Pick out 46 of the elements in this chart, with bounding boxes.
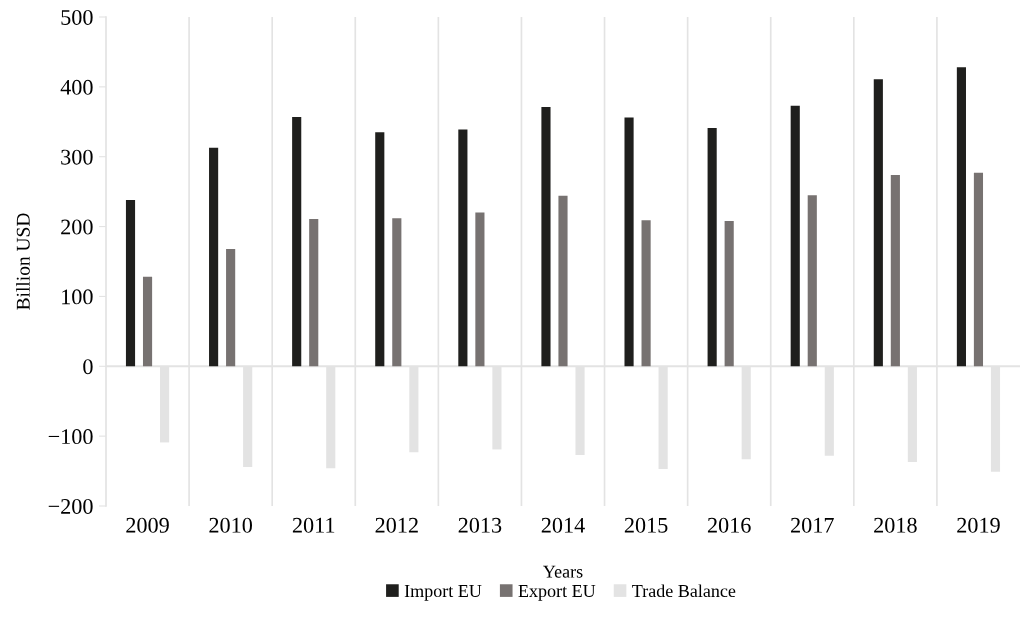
bar bbox=[392, 218, 402, 367]
x-tick-label: 2012 bbox=[375, 517, 418, 533]
bar bbox=[292, 116, 302, 367]
bar bbox=[873, 79, 883, 367]
bar bbox=[707, 128, 717, 367]
bar bbox=[475, 212, 485, 367]
bar bbox=[209, 147, 219, 367]
legend-label: Import EU bbox=[404, 585, 482, 601]
bar bbox=[790, 105, 800, 367]
x-tick-label: 2009 bbox=[126, 517, 169, 533]
x-tick-label: 2013 bbox=[458, 517, 502, 533]
y-tick-label: 400 bbox=[60, 79, 93, 95]
bar bbox=[541, 107, 551, 367]
x-tick-label: 2014 bbox=[541, 517, 585, 533]
bar bbox=[807, 195, 817, 367]
x-tick-label: 2011 bbox=[292, 517, 335, 533]
x-tick-label: 2016 bbox=[707, 517, 751, 533]
y-tick-label: 500 bbox=[61, 9, 93, 25]
bar bbox=[558, 195, 568, 367]
legend-label: Export EU bbox=[518, 585, 596, 601]
bar bbox=[125, 200, 136, 367]
x-tick-label: 2015 bbox=[624, 517, 668, 533]
bar bbox=[641, 220, 651, 367]
y-tick-label: −100 bbox=[48, 429, 93, 445]
bar bbox=[890, 174, 900, 367]
y-axis-title: Billion USD bbox=[16, 213, 30, 310]
y-tick-label: −200 bbox=[48, 498, 93, 514]
x-tick-label: 2019 bbox=[957, 517, 1000, 533]
bar bbox=[142, 276, 153, 367]
y-tick-label: 300 bbox=[61, 149, 93, 165]
y-tick-label: 0 bbox=[83, 359, 93, 375]
bar bbox=[375, 132, 385, 367]
y-tick-label: 200 bbox=[61, 219, 93, 235]
legend-label: Trade Balance bbox=[632, 584, 736, 598]
x-tick-label: 2017 bbox=[791, 517, 834, 533]
bar bbox=[973, 172, 984, 367]
y-tick-label: 100 bbox=[62, 289, 93, 305]
bar bbox=[624, 117, 634, 367]
x-axis-title: Years bbox=[543, 565, 583, 578]
bar bbox=[309, 218, 319, 367]
x-tick-label: 2018 bbox=[874, 517, 917, 533]
bar bbox=[724, 220, 734, 367]
x-tick-label: 2010 bbox=[209, 517, 253, 533]
bar bbox=[226, 248, 236, 367]
bar bbox=[956, 67, 966, 367]
bar bbox=[458, 129, 468, 367]
